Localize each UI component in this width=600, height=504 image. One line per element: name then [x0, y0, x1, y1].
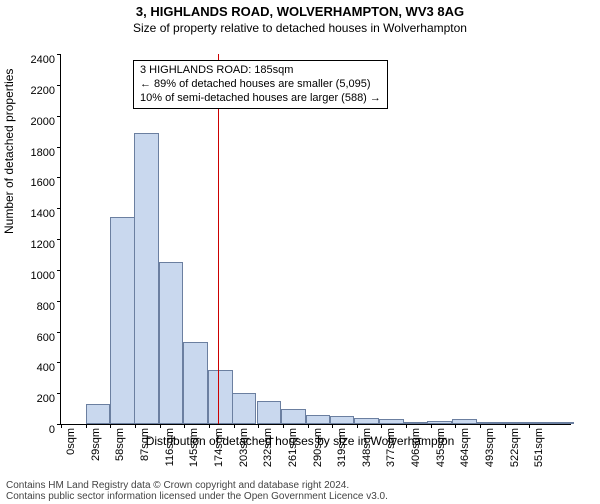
histogram-bar [208, 370, 233, 424]
x-tick-mark [308, 424, 309, 428]
histogram-bar [404, 422, 429, 424]
x-tick-mark [61, 424, 62, 428]
histogram-bar [379, 419, 404, 424]
x-tick-mark [431, 424, 432, 428]
histogram-bar [306, 415, 331, 424]
plot-area: 0200400600800100012001400160018002000220… [60, 54, 571, 425]
x-tick-mark [455, 424, 456, 428]
histogram-bar [232, 393, 257, 424]
x-tick-mark [406, 424, 407, 428]
x-tick-mark [332, 424, 333, 428]
x-tick-mark [234, 424, 235, 428]
histogram-bar [134, 133, 159, 424]
y-tick-mark [57, 270, 61, 271]
histogram-bar [257, 401, 282, 424]
histogram-bar [477, 422, 502, 424]
y-tick-mark [57, 147, 61, 148]
y-tick-mark [57, 116, 61, 117]
x-tick-mark [258, 424, 259, 428]
footer-line-2: Contains public sector information licen… [6, 491, 388, 502]
x-tick-mark [86, 424, 87, 428]
histogram-bar [110, 217, 135, 424]
x-tick-mark [381, 424, 382, 428]
y-tick-mark [57, 208, 61, 209]
histogram-bar [550, 422, 575, 424]
y-tick-mark [57, 362, 61, 363]
histogram-bar [159, 262, 184, 424]
histogram-bar [330, 416, 355, 424]
callout-line-2: ← 89% of detached houses are smaller (5,… [140, 78, 381, 92]
page-title: 3, HIGHLANDS ROAD, WOLVERHAMPTON, WV3 8A… [0, 4, 600, 19]
histogram-chart: 0200400600800100012001400160018002000220… [60, 54, 570, 424]
y-tick-mark [57, 54, 61, 55]
histogram-bar [525, 422, 550, 424]
y-tick-mark [57, 239, 61, 240]
x-tick-mark [135, 424, 136, 428]
histogram-bar [501, 422, 526, 424]
x-tick-mark [357, 424, 358, 428]
y-tick-mark [57, 393, 61, 394]
reference-marker-line [218, 54, 219, 424]
callout-line-1: 3 HIGHLANDS ROAD: 185sqm [140, 64, 381, 78]
footer-line-1: Contains HM Land Registry data © Crown c… [6, 480, 388, 491]
footer-attribution: Contains HM Land Registry data © Crown c… [6, 480, 388, 502]
histogram-bar [354, 418, 379, 424]
y-axis-label: Number of detached properties [2, 69, 16, 234]
histogram-bar [183, 342, 208, 424]
x-tick-mark [184, 424, 185, 428]
x-tick-mark [283, 424, 284, 428]
x-tick-mark [160, 424, 161, 428]
x-axis-label: Distribution of detached houses by size … [0, 434, 600, 448]
histogram-bar [427, 421, 452, 424]
x-tick-mark [505, 424, 506, 428]
y-tick-mark [57, 332, 61, 333]
histogram-bar [86, 404, 111, 424]
x-tick-mark [209, 424, 210, 428]
y-tick-mark [57, 177, 61, 178]
x-tick-mark [480, 424, 481, 428]
callout-line-3: 10% of semi-detached houses are larger (… [140, 92, 381, 106]
callout-box: 3 HIGHLANDS ROAD: 185sqm← 89% of detache… [133, 60, 388, 109]
x-tick-mark [529, 424, 530, 428]
x-tick-mark [110, 424, 111, 428]
y-tick-mark [57, 85, 61, 86]
histogram-bar [452, 419, 477, 424]
y-tick-mark [57, 301, 61, 302]
page-subtitle: Size of property relative to detached ho… [0, 21, 600, 35]
histogram-bar [281, 409, 306, 424]
